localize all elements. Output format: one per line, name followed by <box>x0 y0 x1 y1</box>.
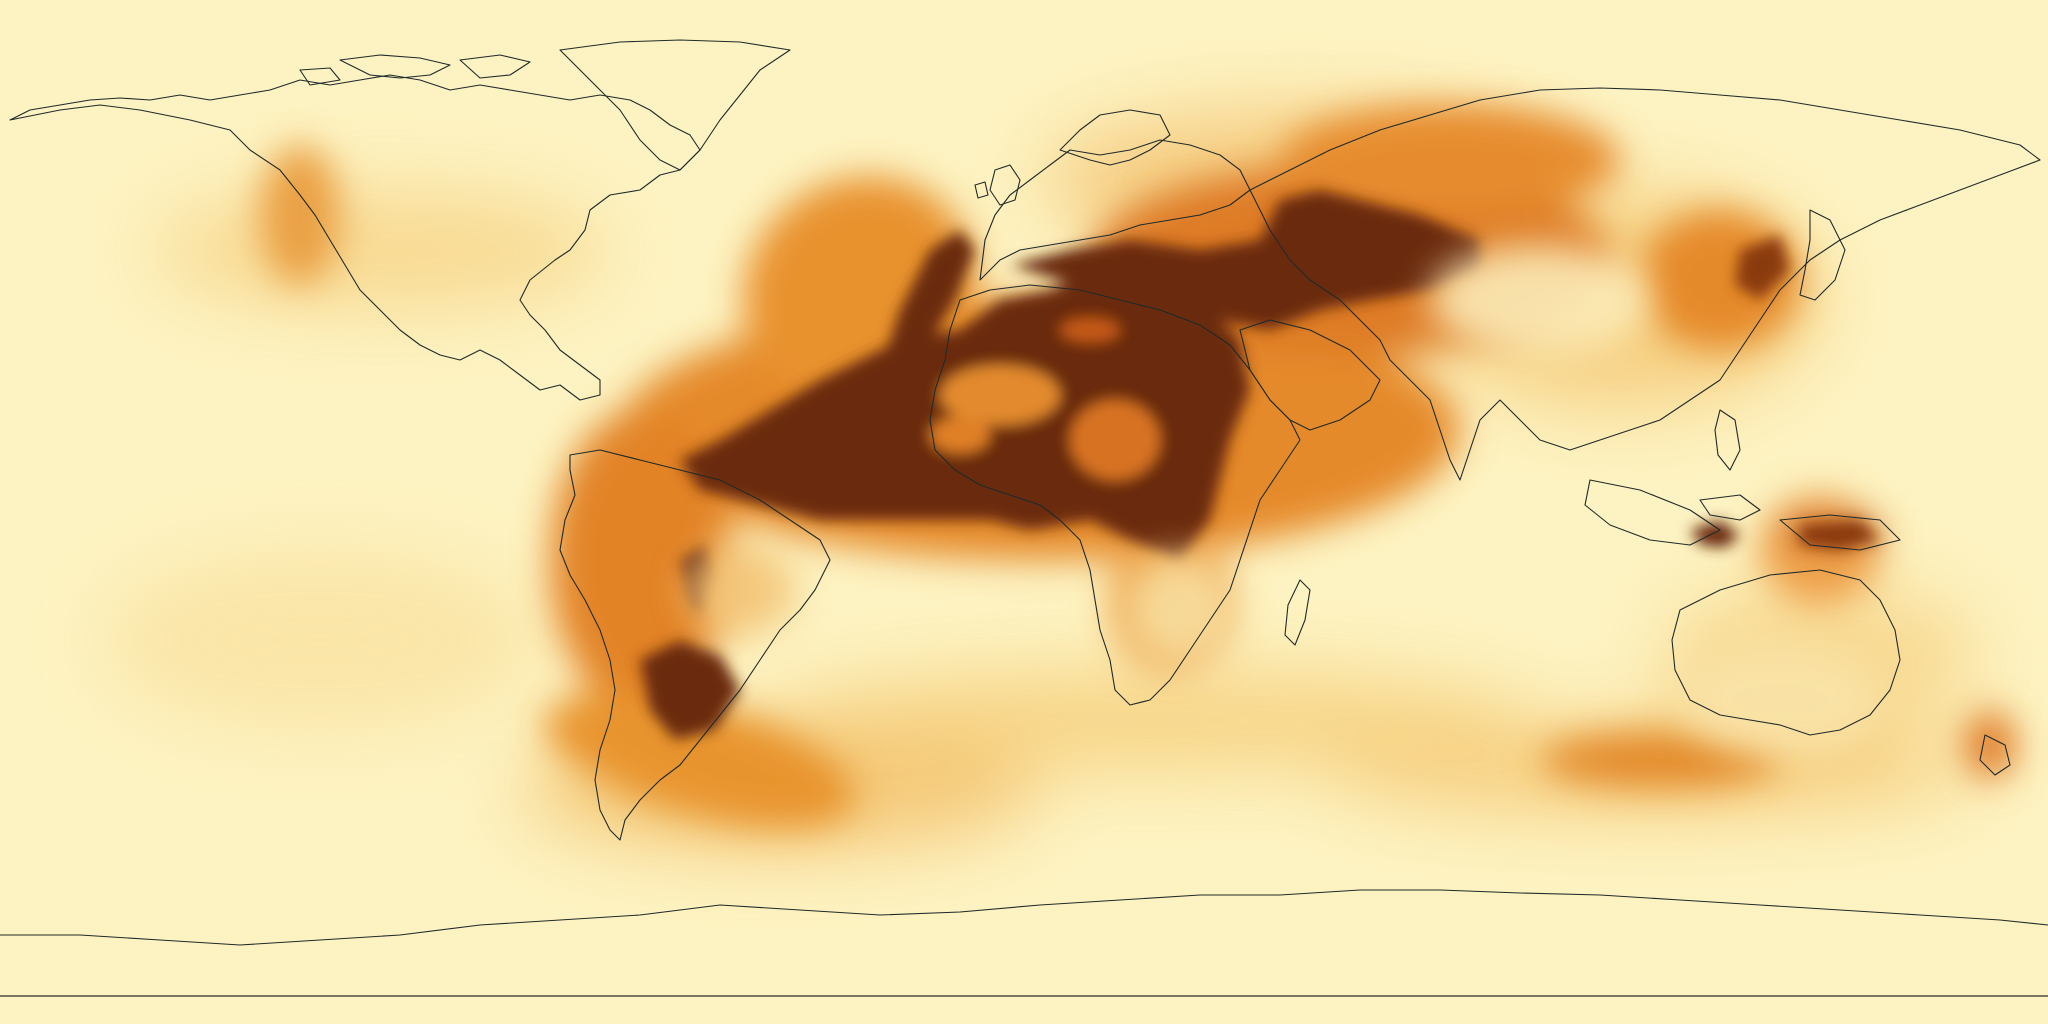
coastline-antarctica <box>0 889 2048 946</box>
plume-core-layer <box>640 190 1880 740</box>
coastline-arabia <box>1239 319 1381 431</box>
coastline-africa <box>929 284 1301 706</box>
coastline-scandinavia <box>1059 109 1171 166</box>
coastline-british-isles <box>974 164 1021 206</box>
coastlines <box>0 39 2048 997</box>
coastline-madagascar <box>1284 579 1311 646</box>
coastline-asia <box>1249 87 2041 481</box>
coastline-south-america <box>559 449 831 841</box>
coastline-europe <box>979 139 1251 281</box>
coastline-arctic-islands <box>299 54 531 86</box>
coastline-maritime-asia <box>1584 479 1901 551</box>
coastline-philippines <box>1714 409 1741 471</box>
coastline-new-zealand <box>1979 734 2011 776</box>
coastline-japan <box>1799 209 1846 301</box>
coastline-greenland <box>559 39 791 171</box>
coastline-north-america <box>9 74 701 401</box>
light-land-regions <box>685 245 1880 755</box>
coastline-australia <box>1671 569 1901 736</box>
